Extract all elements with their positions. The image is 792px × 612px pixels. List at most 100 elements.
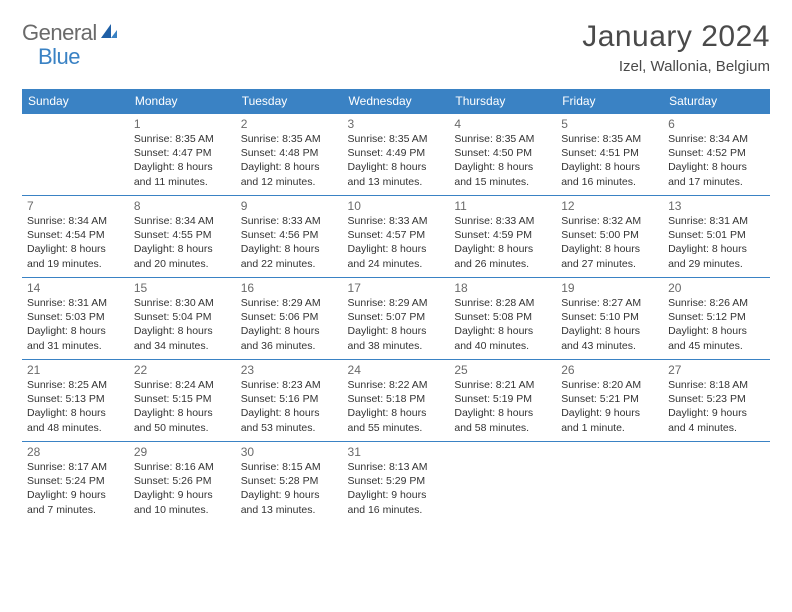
day-cell: 17Sunrise: 8:29 AMSunset: 5:07 PMDayligh… bbox=[343, 278, 450, 360]
day-sunset: Sunset: 4:48 PM bbox=[241, 146, 338, 160]
day-sunset: Sunset: 5:13 PM bbox=[27, 392, 124, 406]
logo-text-general: General bbox=[22, 20, 97, 46]
day-sunrise: Sunrise: 8:24 AM bbox=[134, 378, 231, 392]
day-sunrise: Sunrise: 8:34 AM bbox=[134, 214, 231, 228]
day-sunrise: Sunrise: 8:17 AM bbox=[27, 460, 124, 474]
logo-sail-icon bbox=[99, 22, 119, 45]
day-sunrise: Sunrise: 8:28 AM bbox=[454, 296, 551, 310]
day-d1: Daylight: 8 hours bbox=[668, 324, 765, 338]
week-row: 14Sunrise: 8:31 AMSunset: 5:03 PMDayligh… bbox=[22, 278, 770, 360]
day-sunrise: Sunrise: 8:35 AM bbox=[348, 132, 445, 146]
location-text: Izel, Wallonia, Belgium bbox=[582, 58, 770, 75]
dow-tue: Tuesday bbox=[236, 89, 343, 114]
day-sunrise: Sunrise: 8:30 AM bbox=[134, 296, 231, 310]
day-d1: Daylight: 8 hours bbox=[561, 242, 658, 256]
day-number: 19 bbox=[561, 281, 658, 295]
day-sunrise: Sunrise: 8:31 AM bbox=[668, 214, 765, 228]
logo-sub: Blue bbox=[38, 44, 80, 70]
day-d2: and 34 minutes. bbox=[134, 339, 231, 353]
day-number: 14 bbox=[27, 281, 124, 295]
day-sunrise: Sunrise: 8:20 AM bbox=[561, 378, 658, 392]
day-number: 28 bbox=[27, 445, 124, 459]
day-sunrise: Sunrise: 8:15 AM bbox=[241, 460, 338, 474]
day-d1: Daylight: 8 hours bbox=[241, 406, 338, 420]
logo: General bbox=[22, 20, 121, 46]
day-sunrise: Sunrise: 8:13 AM bbox=[348, 460, 445, 474]
day-cell: 23Sunrise: 8:23 AMSunset: 5:16 PMDayligh… bbox=[236, 360, 343, 442]
day-cell: 22Sunrise: 8:24 AMSunset: 5:15 PMDayligh… bbox=[129, 360, 236, 442]
day-number: 23 bbox=[241, 363, 338, 377]
day-cell: 31Sunrise: 8:13 AMSunset: 5:29 PMDayligh… bbox=[343, 442, 450, 524]
day-sunrise: Sunrise: 8:25 AM bbox=[27, 378, 124, 392]
day-d1: Daylight: 9 hours bbox=[27, 488, 124, 502]
day-sunset: Sunset: 5:15 PM bbox=[134, 392, 231, 406]
day-cell: 9Sunrise: 8:33 AMSunset: 4:56 PMDaylight… bbox=[236, 196, 343, 278]
day-number: 10 bbox=[348, 199, 445, 213]
day-sunset: Sunset: 5:16 PM bbox=[241, 392, 338, 406]
day-number: 8 bbox=[134, 199, 231, 213]
day-cell: 14Sunrise: 8:31 AMSunset: 5:03 PMDayligh… bbox=[22, 278, 129, 360]
day-d1: Daylight: 8 hours bbox=[241, 324, 338, 338]
calendar-table: Sunday Monday Tuesday Wednesday Thursday… bbox=[22, 89, 770, 524]
week-row: 7Sunrise: 8:34 AMSunset: 4:54 PMDaylight… bbox=[22, 196, 770, 278]
day-sunrise: Sunrise: 8:35 AM bbox=[454, 132, 551, 146]
day-sunrise: Sunrise: 8:18 AM bbox=[668, 378, 765, 392]
dow-mon: Monday bbox=[129, 89, 236, 114]
day-d2: and 12 minutes. bbox=[241, 175, 338, 189]
day-number: 18 bbox=[454, 281, 551, 295]
week-row: 28Sunrise: 8:17 AMSunset: 5:24 PMDayligh… bbox=[22, 442, 770, 524]
day-d2: and 13 minutes. bbox=[241, 503, 338, 517]
day-d2: and 1 minute. bbox=[561, 421, 658, 435]
day-cell: 2Sunrise: 8:35 AMSunset: 4:48 PMDaylight… bbox=[236, 114, 343, 196]
day-d2: and 26 minutes. bbox=[454, 257, 551, 271]
day-sunrise: Sunrise: 8:35 AM bbox=[134, 132, 231, 146]
day-d1: Daylight: 8 hours bbox=[134, 406, 231, 420]
day-d2: and 4 minutes. bbox=[668, 421, 765, 435]
day-d2: and 17 minutes. bbox=[668, 175, 765, 189]
day-cell: 24Sunrise: 8:22 AMSunset: 5:18 PMDayligh… bbox=[343, 360, 450, 442]
day-d2: and 29 minutes. bbox=[668, 257, 765, 271]
day-cell: 10Sunrise: 8:33 AMSunset: 4:57 PMDayligh… bbox=[343, 196, 450, 278]
day-cell bbox=[449, 442, 556, 524]
day-number: 13 bbox=[668, 199, 765, 213]
day-cell: 26Sunrise: 8:20 AMSunset: 5:21 PMDayligh… bbox=[556, 360, 663, 442]
dow-sun: Sunday bbox=[22, 89, 129, 114]
day-sunset: Sunset: 5:10 PM bbox=[561, 310, 658, 324]
day-d1: Daylight: 9 hours bbox=[561, 406, 658, 420]
day-sunset: Sunset: 5:29 PM bbox=[348, 474, 445, 488]
week-row: 1Sunrise: 8:35 AMSunset: 4:47 PMDaylight… bbox=[22, 114, 770, 196]
day-sunset: Sunset: 5:26 PM bbox=[134, 474, 231, 488]
day-number: 15 bbox=[134, 281, 231, 295]
title-block: January 2024 Izel, Wallonia, Belgium bbox=[582, 20, 770, 75]
dow-thu: Thursday bbox=[449, 89, 556, 114]
day-cell: 6Sunrise: 8:34 AMSunset: 4:52 PMDaylight… bbox=[663, 114, 770, 196]
day-d1: Daylight: 8 hours bbox=[241, 160, 338, 174]
day-sunrise: Sunrise: 8:35 AM bbox=[241, 132, 338, 146]
day-d2: and 58 minutes. bbox=[454, 421, 551, 435]
day-d1: Daylight: 8 hours bbox=[27, 324, 124, 338]
day-cell: 29Sunrise: 8:16 AMSunset: 5:26 PMDayligh… bbox=[129, 442, 236, 524]
day-cell: 12Sunrise: 8:32 AMSunset: 5:00 PMDayligh… bbox=[556, 196, 663, 278]
day-sunset: Sunset: 4:56 PM bbox=[241, 228, 338, 242]
day-sunset: Sunset: 5:23 PM bbox=[668, 392, 765, 406]
day-sunset: Sunset: 5:00 PM bbox=[561, 228, 658, 242]
day-cell bbox=[22, 114, 129, 196]
day-d1: Daylight: 8 hours bbox=[668, 160, 765, 174]
day-sunset: Sunset: 4:52 PM bbox=[668, 146, 765, 160]
day-d2: and 10 minutes. bbox=[134, 503, 231, 517]
day-sunrise: Sunrise: 8:31 AM bbox=[27, 296, 124, 310]
day-cell: 8Sunrise: 8:34 AMSunset: 4:55 PMDaylight… bbox=[129, 196, 236, 278]
day-sunset: Sunset: 5:24 PM bbox=[27, 474, 124, 488]
day-number: 25 bbox=[454, 363, 551, 377]
header: General January 2024 Izel, Wallonia, Bel… bbox=[22, 20, 770, 75]
day-sunset: Sunset: 4:59 PM bbox=[454, 228, 551, 242]
day-d2: and 20 minutes. bbox=[134, 257, 231, 271]
day-d2: and 24 minutes. bbox=[348, 257, 445, 271]
day-cell: 28Sunrise: 8:17 AMSunset: 5:24 PMDayligh… bbox=[22, 442, 129, 524]
day-cell bbox=[556, 442, 663, 524]
day-number: 21 bbox=[27, 363, 124, 377]
dow-sat: Saturday bbox=[663, 89, 770, 114]
day-sunset: Sunset: 5:07 PM bbox=[348, 310, 445, 324]
day-d1: Daylight: 9 hours bbox=[348, 488, 445, 502]
day-d1: Daylight: 8 hours bbox=[454, 406, 551, 420]
